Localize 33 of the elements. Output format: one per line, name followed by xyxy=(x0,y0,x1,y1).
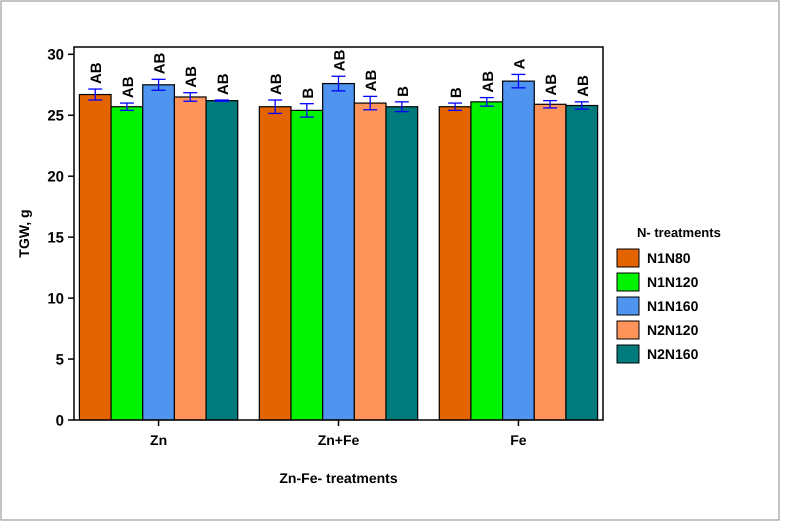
legend-title: N- treatments xyxy=(637,225,721,240)
x-tick-label: Zn+Fe xyxy=(318,432,360,448)
data-label: AB xyxy=(214,73,232,96)
legend-label: N2N160 xyxy=(647,346,699,362)
y-tick-label: 20 xyxy=(47,168,64,186)
data-label: AB xyxy=(268,73,286,96)
y-tick-label: 25 xyxy=(47,108,64,125)
legend-label: N1N80 xyxy=(647,250,691,266)
data-label: A xyxy=(511,58,528,70)
x-axis-title: Zn-Fe- treatments xyxy=(279,470,398,486)
data-label: AB xyxy=(183,66,200,88)
data-label: B xyxy=(300,88,317,99)
data-label: AB xyxy=(543,74,560,96)
data-label: AB xyxy=(120,76,137,98)
legend-label: N2N120 xyxy=(647,322,699,338)
x-tick-label: Zn xyxy=(150,432,168,448)
data-label: AB xyxy=(88,62,106,84)
y-axis-title: TGW, g xyxy=(16,209,32,258)
y-tick-label: 0 xyxy=(56,412,64,430)
y-tick-label: 30 xyxy=(47,46,64,64)
data-label: AB xyxy=(332,49,348,72)
y-tick-label: 10 xyxy=(47,290,64,308)
data-label: AB xyxy=(574,75,592,97)
legend-label: N1N120 xyxy=(647,274,699,290)
x-tick-label: Fe xyxy=(510,432,527,448)
data-label: B xyxy=(448,87,466,98)
legend-label: N1N160 xyxy=(647,298,699,314)
data-label: B xyxy=(394,86,412,97)
data-label: AB xyxy=(363,70,380,92)
y-tick-label: 5 xyxy=(56,351,64,368)
data-label: AB xyxy=(480,70,497,93)
data-label: AB xyxy=(152,52,169,74)
y-tick-label: 15 xyxy=(47,229,64,246)
